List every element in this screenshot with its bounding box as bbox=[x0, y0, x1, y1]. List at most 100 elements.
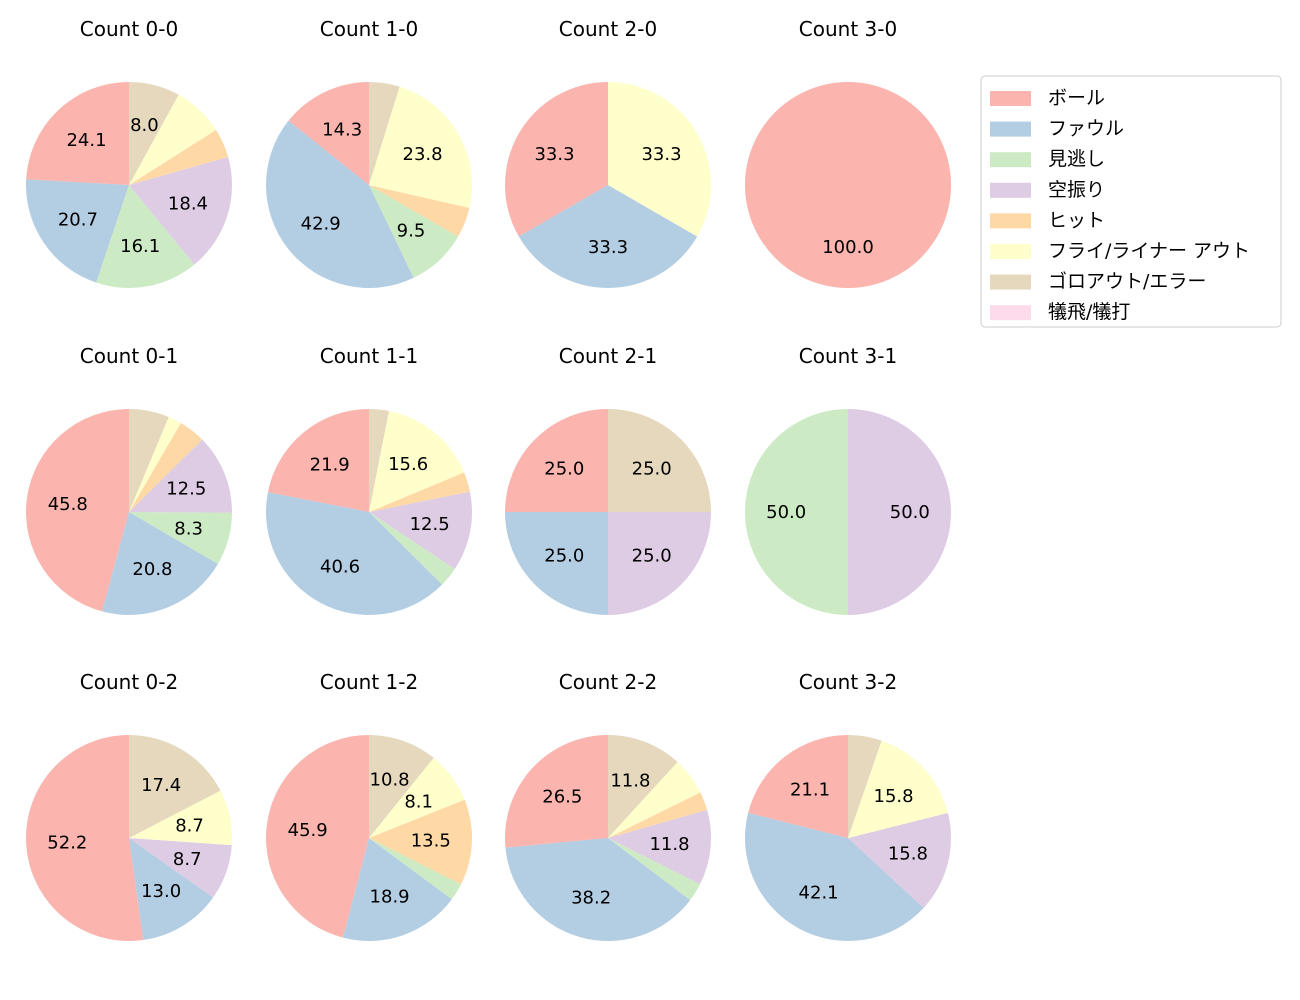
pie-count-2-0-slice-5 bbox=[608, 82, 711, 237]
pie-count-0-2-title: Count 0-2 bbox=[80, 670, 178, 694]
pie-count-1-2-title: Count 1-2 bbox=[320, 670, 418, 694]
legend-swatch-3 bbox=[990, 182, 1031, 198]
legend-label-3: 空振り bbox=[1048, 179, 1105, 201]
legend-label-5: フライ/ライナー アウト bbox=[1048, 240, 1250, 262]
pie-count-1-1-slice-3 bbox=[369, 491, 472, 570]
pie-count-3-2-title: Count 3-2 bbox=[799, 670, 897, 694]
pie-count-2-1-label-6: 25.0 bbox=[632, 458, 672, 479]
pie-count-0-2-label-0: 52.2 bbox=[47, 832, 87, 853]
pie-count-1-2-slice-5 bbox=[369, 757, 465, 838]
pie-count-1-0-label-1: 42.9 bbox=[301, 214, 341, 235]
pie-count-0-1-slice-3 bbox=[129, 439, 232, 513]
pie-count-0-2-slice-6 bbox=[129, 735, 221, 838]
pie-count-2-0-label-1: 33.3 bbox=[588, 237, 628, 258]
legend-swatch-1 bbox=[990, 121, 1031, 137]
pie-count-1-1-slice-0 bbox=[267, 409, 369, 512]
pie-count-1-1-slice-5 bbox=[369, 410, 465, 512]
pie-count-1-2-label-4: 13.5 bbox=[411, 831, 451, 852]
pie-count-3-2-slice-0 bbox=[748, 735, 848, 838]
pie-count-2-1-label-3: 25.0 bbox=[632, 546, 672, 567]
pie-count-1-0-slice-0 bbox=[288, 82, 369, 185]
pie-count-3-1-slice-3 bbox=[848, 409, 951, 615]
pie-count-1-1-slice-6 bbox=[369, 409, 389, 512]
pie-count-0-1-label-2: 8.3 bbox=[174, 518, 203, 539]
pie-count-2-2-slice-5 bbox=[608, 762, 701, 838]
pie-count-1-0-slice-6 bbox=[369, 82, 400, 185]
pie-count-1-1-label-5: 15.6 bbox=[388, 454, 428, 475]
pie-count-2-0-slice-1 bbox=[518, 185, 698, 288]
pie-count-2-2-label-0: 26.5 bbox=[542, 786, 582, 807]
pie-count-0-2-slice-5 bbox=[129, 790, 232, 846]
pie-count-1-2-label-1: 18.9 bbox=[370, 886, 410, 907]
pie-count-1-0-title: Count 1-0 bbox=[320, 17, 418, 41]
pie-count-2-1-label-1: 25.0 bbox=[544, 546, 584, 567]
legend-swatch-2 bbox=[990, 152, 1031, 168]
pie-count-1-1-slice-4 bbox=[369, 472, 470, 512]
pie-count-1-1-label-1: 40.6 bbox=[320, 557, 360, 578]
legend-frame bbox=[980, 75, 1282, 328]
pie-count-3-2-label-1: 42.1 bbox=[799, 882, 839, 903]
pie-count-0-1-slice-5 bbox=[129, 416, 181, 512]
pie-count-3-2-label-5: 15.8 bbox=[874, 786, 914, 807]
pie-count-0-2-slice-0 bbox=[25, 735, 144, 941]
legend-label-2: 見逃し bbox=[1048, 148, 1105, 170]
pie-count-0-1-slice-1 bbox=[102, 512, 218, 615]
pie-count-0-0-label-0: 24.1 bbox=[66, 130, 106, 151]
pie-count-0-0: Count 0-0 24.1 20.7 16.1 18.4 8.0 bbox=[26, 17, 232, 288]
pie-count-0-1-label-1: 20.8 bbox=[132, 559, 172, 580]
pie-count-1-2-label-0: 45.9 bbox=[288, 820, 328, 841]
pie-count-1-1-slice-2 bbox=[369, 512, 455, 585]
legend-swatch-0 bbox=[990, 91, 1031, 106]
pie-count-3-1-slice-2 bbox=[745, 409, 848, 615]
pie-count-1-2-slice-0 bbox=[265, 735, 369, 938]
pie-count-3-2-label-3: 15.8 bbox=[888, 843, 928, 864]
pie-count-0-2-label-5: 8.7 bbox=[175, 815, 204, 836]
pie-count-2-1-slice-6 bbox=[608, 409, 711, 512]
pie-count-2-1-label-0: 25.0 bbox=[544, 458, 584, 479]
pie-count-1-0-slice-1 bbox=[265, 120, 414, 289]
pie-count-0-1-slice-2 bbox=[129, 512, 232, 564]
pie-count-1-0-slice-2 bbox=[369, 185, 459, 278]
pie-count-1-1: Count 1-1 21.9 40.6 12.5 15.6 bbox=[266, 344, 472, 615]
pie-count-0-0-label-1: 20.7 bbox=[58, 210, 98, 231]
pie-count-0-0-slice-5 bbox=[129, 94, 217, 185]
pie-count-0-0-label-2: 16.1 bbox=[120, 236, 160, 257]
pie-count-2-0-label-0: 33.3 bbox=[534, 144, 574, 165]
pie-count-3-2: Count 3-2 21.1 42.1 15.8 15.8 bbox=[745, 670, 951, 941]
pie-count-0-1-slice-0 bbox=[26, 409, 129, 612]
pie-count-2-1-slice-3 bbox=[608, 512, 711, 615]
pie-count-3-2-slice-5 bbox=[848, 740, 948, 838]
pie-count-0-1-label-0: 45.8 bbox=[48, 494, 88, 515]
pie-count-3-0-title: Count 3-0 bbox=[799, 17, 897, 41]
pie-count-0-0-slice-6 bbox=[129, 82, 179, 185]
legend-label-7: 犠飛/犠打 bbox=[1048, 301, 1130, 323]
pie-count-2-2-title: Count 2-2 bbox=[559, 670, 657, 694]
legend-swatch-5 bbox=[990, 244, 1031, 259]
pie-count-0-2-slice-1 bbox=[129, 838, 214, 941]
pie-count-3-1-title: Count 3-1 bbox=[799, 344, 897, 368]
pie-count-0-0-title: Count 0-0 bbox=[80, 17, 178, 41]
pie-count-0-1-title: Count 0-1 bbox=[80, 344, 178, 368]
pie-count-2-2-slice-3 bbox=[608, 809, 711, 885]
pie-count-0-1-slice-4 bbox=[129, 423, 203, 512]
pie-count-3-2-slice-1 bbox=[745, 812, 924, 941]
pie-count-1-0: Count 1-0 14.3 42.9 9.5 23.8 bbox=[265, 17, 472, 289]
pie-count-3-0: Count 3-0 100.0 bbox=[745, 17, 951, 288]
pie-count-2-0: Count 2-0 33.3 33.3 33.3 bbox=[505, 17, 711, 288]
pie-count-2-2-slice-6 bbox=[608, 735, 678, 838]
pie-count-1-2-label-5: 8.1 bbox=[404, 791, 433, 812]
pie-count-1-2-slice-1 bbox=[343, 838, 452, 941]
pie-count-0-0-slice-0 bbox=[26, 82, 129, 185]
pie-count-1-1-title: Count 1-1 bbox=[320, 344, 418, 368]
pie-count-1-1-label-0: 21.9 bbox=[310, 454, 350, 475]
pie-count-1-1-slice-1 bbox=[266, 492, 443, 615]
legend-label-6: ゴロアウト/エラー bbox=[1048, 271, 1206, 293]
legend-swatch-4 bbox=[990, 213, 1031, 229]
pie-count-1-0-label-2: 9.5 bbox=[397, 220, 426, 241]
legend-label-0: ボール bbox=[1048, 87, 1105, 109]
pie-count-0-0-slice-1 bbox=[26, 179, 130, 283]
pie-count-3-2-slice-6 bbox=[848, 735, 882, 838]
pie-count-1-2-label-6: 10.8 bbox=[370, 770, 410, 791]
